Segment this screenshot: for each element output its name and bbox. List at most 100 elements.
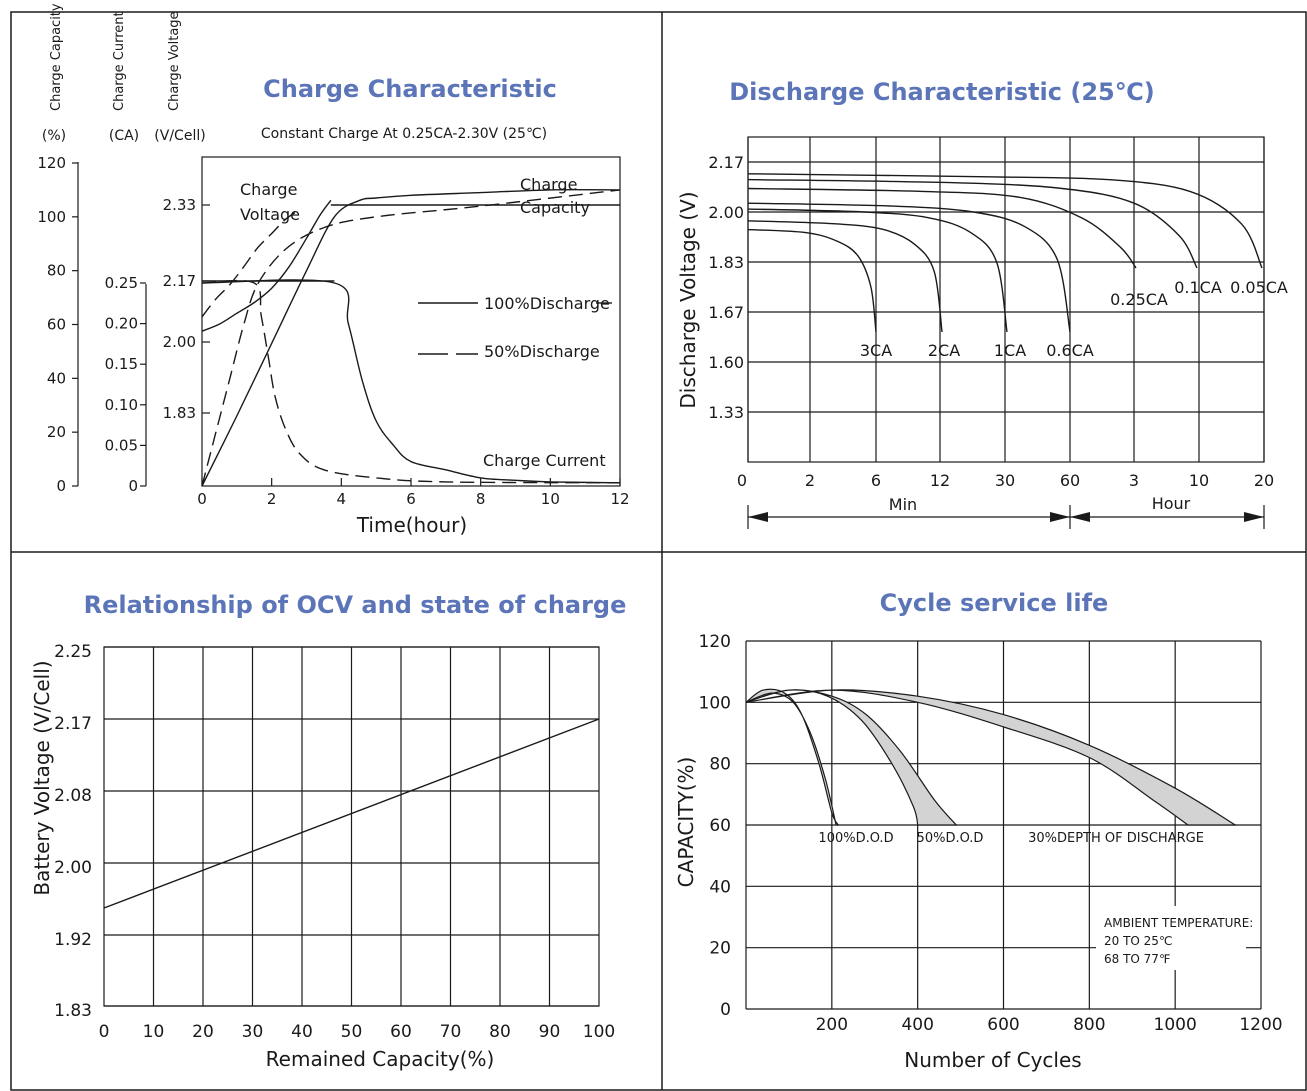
- discharge-curve: [747, 208, 1008, 333]
- discharge-rate-label: 0.25CA: [1110, 290, 1168, 309]
- discharge-x-tick-label: 3: [1129, 471, 1139, 490]
- capacity-axis-name-1: Charge Capacity: [49, 3, 64, 111]
- discharge-curve: [747, 202, 1071, 333]
- capacity-tick-label: 80: [47, 262, 66, 280]
- ocv-y-tick-label: 2.25: [54, 642, 92, 662]
- cycle-x-tick-label: 400: [901, 1015, 933, 1035]
- discharge-x-tick-label: 10: [1189, 471, 1209, 490]
- ocv-y-tick-label: 1.83: [54, 1001, 92, 1021]
- cycle-y-tick-label: 40: [709, 877, 731, 897]
- ocv-x-tick-label: 30: [242, 1022, 264, 1042]
- discharge-rate-label: 2CA: [928, 341, 960, 360]
- capacity-tick-label: 120: [37, 154, 66, 172]
- discharge-characteristic-chart: Discharge Characteristic (25℃) Discharge…: [676, 78, 1288, 529]
- outer-border: [10, 11, 1307, 1091]
- hour-group-label: Hour: [1152, 494, 1191, 513]
- discharge-x-tick-label: 0: [737, 471, 747, 490]
- discharge-x-tick-label: 12: [930, 471, 950, 490]
- ocv-y-tick-label: 2.17: [54, 714, 92, 734]
- current-tick-label: 0.25: [105, 274, 138, 292]
- discharge-curve: [747, 220, 943, 333]
- cycle-y-axis-label: CAPACITY(%): [674, 757, 698, 888]
- ambient-temp-line-2: 20 TO 25℃: [1104, 934, 1172, 948]
- time-tick-label: 2: [267, 490, 277, 508]
- cycle-x-axis-label: Number of Cycles: [904, 1048, 1081, 1072]
- ocv-x-tick-label: 0: [99, 1022, 110, 1042]
- cycle-life-chart: Cycle service life CAPACITY(%) 120 100 80 6…: [674, 589, 1283, 1072]
- charge-series-line: [201, 279, 621, 484]
- current-tick-label: 0.20: [105, 315, 138, 333]
- capacity-tick-label: 0: [56, 477, 66, 495]
- time-tick-label: 6: [406, 490, 416, 508]
- cycle-life-band: [745, 688, 840, 826]
- cycle-y-tick-label: 100: [699, 693, 731, 713]
- capacity-unit: (%): [42, 128, 66, 144]
- ocv-x-tick-label: 80: [489, 1022, 511, 1042]
- current-tick-label: 0.05: [105, 436, 138, 454]
- ambient-temp-line-1: AMBIENT TEMPERATURE:: [1104, 916, 1253, 930]
- discharge-x-tick-label: 60: [1060, 471, 1080, 490]
- ocv-x-tick-label: 70: [440, 1022, 462, 1042]
- ocv-soc-chart: Relationship of OCV and state of charge …: [30, 591, 626, 1071]
- charge-series-line: [201, 279, 621, 484]
- ocv-x-axis-label: Remained Capacity(%): [266, 1047, 495, 1071]
- cycle-y-tick-label: 120: [699, 632, 731, 652]
- current-axis-name: Charge Current: [112, 11, 127, 111]
- discharge-x-tick-label: 2: [805, 471, 815, 490]
- legend-50-discharge: 50%Discharge: [484, 342, 600, 361]
- charge-chart-title: Charge Characteristic: [263, 75, 557, 103]
- current-unit: (CA): [109, 128, 139, 144]
- ocv-line: [103, 718, 600, 909]
- legend-100-discharge: 100%Discharge: [484, 294, 610, 313]
- charge-current-label: Charge Current: [483, 451, 606, 470]
- cycle-x-tick-label: 1000: [1154, 1015, 1197, 1035]
- charge-series-line: [201, 189, 621, 487]
- capacity-tick-label: 100: [37, 208, 66, 226]
- discharge-curve: [747, 173, 1263, 269]
- cycle-y-tick-label: 0: [720, 1000, 731, 1020]
- cycle-x-tick-label: 600: [987, 1015, 1019, 1035]
- current-tick-label: 0.10: [105, 396, 138, 414]
- cycle-life-band: [745, 689, 1238, 826]
- discharge-y-axis-label: Discharge Voltage (V): [676, 191, 700, 408]
- ocv-y-tick-label: 1.92: [54, 930, 92, 950]
- capacity-tick-label: 60: [47, 316, 66, 334]
- ocv-x-tick-label: 100: [583, 1022, 615, 1042]
- capacity-tick-label: 20: [47, 423, 66, 441]
- ocv-x-tick-label: 90: [539, 1022, 561, 1042]
- time-axis-label: Time(hour): [356, 513, 467, 537]
- current-tick-label: 0: [128, 477, 138, 495]
- dod-label: 100%D.O.D: [818, 831, 893, 846]
- time-tick-label: 12: [610, 490, 629, 508]
- ocv-chart-title: Relationship of OCV and state of charge: [84, 591, 627, 619]
- time-tick-label: 10: [541, 490, 560, 508]
- ocv-x-tick-label: 40: [291, 1022, 313, 1042]
- discharge-rate-label: 0.05CA: [1230, 278, 1288, 297]
- discharge-rate-label: 0.1CA: [1174, 278, 1222, 297]
- voltage-unit: (V/Cell): [154, 128, 205, 144]
- ocv-y-axis-label: Battery Voltage (V/Cell): [30, 660, 54, 895]
- ocv-x-tick-label: 60: [390, 1022, 412, 1042]
- time-tick-label: 4: [337, 490, 347, 508]
- ocv-x-tick-label: 20: [192, 1022, 214, 1042]
- capacity-tick-label: 40: [47, 369, 66, 387]
- charge-characteristic-chart: Charge Characteristic Constant Charge At…: [37, 3, 629, 537]
- cycle-x-tick-label: 200: [816, 1015, 848, 1035]
- cycle-chart-title: Cycle service life: [880, 589, 1109, 617]
- charge-capacity-label-1: Charge: [520, 175, 577, 194]
- charge-series-line: [201, 199, 332, 332]
- cycle-y-tick-label: 60: [709, 816, 731, 836]
- dod-label: 50%D.O.D: [917, 831, 984, 846]
- ambient-temp-line-3: 68 TO 77℉: [1104, 952, 1170, 966]
- cycle-x-tick-label: 1200: [1239, 1015, 1282, 1035]
- ocv-y-tick-label: 2.08: [54, 786, 92, 806]
- discharge-y-tick-label: 1.83: [708, 253, 744, 272]
- discharge-rate-label: 0.6CA: [1046, 341, 1094, 360]
- charge-series-line: [201, 209, 300, 318]
- discharge-x-tick-label: 6: [871, 471, 881, 490]
- discharge-chart-title: Discharge Characteristic (25℃): [729, 78, 1155, 106]
- discharge-y-tick-label: 2.00: [708, 203, 744, 222]
- ocv-x-tick-label: 10: [143, 1022, 165, 1042]
- discharge-y-tick-label: 2.17: [708, 153, 744, 172]
